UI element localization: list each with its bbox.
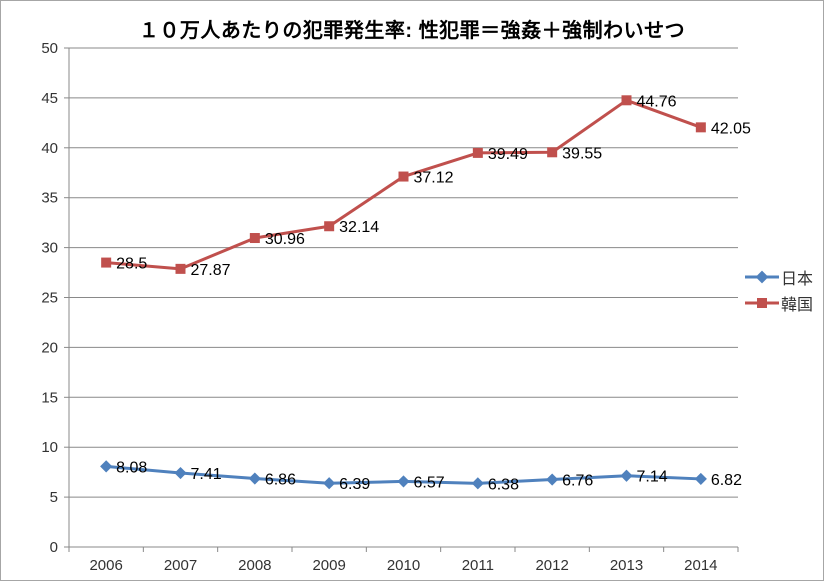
data-label: 44.76: [637, 93, 677, 110]
x-tick-label: 2010: [387, 557, 420, 574]
data-label: 6.82: [711, 472, 742, 489]
legend: 日本 韓国: [745, 267, 814, 314]
japan-line-diamond-icon: [745, 270, 779, 283]
data-point-diamond: [397, 475, 410, 488]
legend-item-korea: 韓国: [745, 293, 814, 314]
legend-label-japan: 日本: [781, 270, 814, 288]
chart-title: １０万人あたりの犯罪発生率: 性犯罪＝強姦＋強制わいせつ: [138, 20, 686, 42]
data-label: 32.14: [339, 219, 379, 236]
data-point-diamond: [620, 469, 633, 482]
x-tick-label: 2012: [535, 557, 568, 574]
data-label: 30.96: [265, 231, 305, 248]
data-point-square: [621, 95, 632, 106]
legend-item-japan: 日本: [745, 267, 814, 288]
data-label: 42.05: [711, 120, 751, 137]
data-point-square: [175, 263, 186, 274]
y-tick-label: 25: [41, 290, 58, 307]
y-tick-label: 15: [41, 389, 58, 406]
legend-label-korea: 韓国: [781, 296, 814, 314]
y-tick-label: 30: [41, 240, 58, 257]
x-tick-label: 2006: [89, 557, 122, 574]
series-line-korea: [104, 98, 703, 271]
data-label: 27.87: [191, 262, 231, 279]
data-point-diamond: [323, 477, 336, 490]
data-point-diamond: [471, 477, 484, 490]
y-tick-label: 50: [41, 40, 58, 57]
data-point-square: [101, 257, 112, 268]
data-point-diamond: [174, 466, 187, 480]
data-point-square: [324, 221, 335, 232]
data-label: 6.39: [339, 476, 370, 493]
data-label: 6.38: [488, 476, 519, 493]
data-point-diamond: [248, 472, 261, 485]
data-point-diamond: [694, 472, 707, 486]
data-label: 6.57: [414, 474, 445, 491]
data-label: 39.49: [488, 146, 528, 163]
x-tick-label: 2007: [164, 557, 197, 574]
x-tick-label: 2009: [312, 557, 345, 574]
y-tick-label: 40: [41, 140, 58, 157]
data-label: 6.86: [265, 472, 296, 489]
data-point-square: [472, 147, 483, 158]
data-point-diamond: [546, 473, 559, 486]
x-tick-label: 2014: [684, 557, 717, 574]
data-point-diamond: [100, 460, 113, 473]
y-tick-label: 45: [41, 90, 58, 107]
data-label: 8.08: [116, 459, 147, 476]
y-tick-label: 5: [50, 489, 58, 506]
y-tick-label: 35: [41, 190, 58, 207]
data-label: 37.12: [414, 170, 454, 187]
data-label: 6.76: [562, 473, 593, 490]
korea-line-square-icon: [745, 297, 779, 308]
data-point-square: [398, 171, 409, 182]
x-tick-label: 2011: [462, 557, 494, 574]
y-tick-label: 10: [41, 439, 58, 456]
data-label: 28.5: [116, 256, 147, 273]
data-label: 7.14: [637, 469, 668, 486]
y-tick-label: 20: [41, 339, 58, 356]
data-label: 7.41: [191, 466, 222, 483]
data-point-square: [249, 233, 260, 244]
y-tick-label: 0: [50, 539, 58, 556]
data-point-square: [547, 147, 558, 158]
data-label: 39.55: [562, 145, 602, 162]
data-point-square: [695, 122, 706, 133]
x-tick-label: 2008: [238, 557, 271, 574]
x-tick-label: 2013: [610, 557, 643, 574]
